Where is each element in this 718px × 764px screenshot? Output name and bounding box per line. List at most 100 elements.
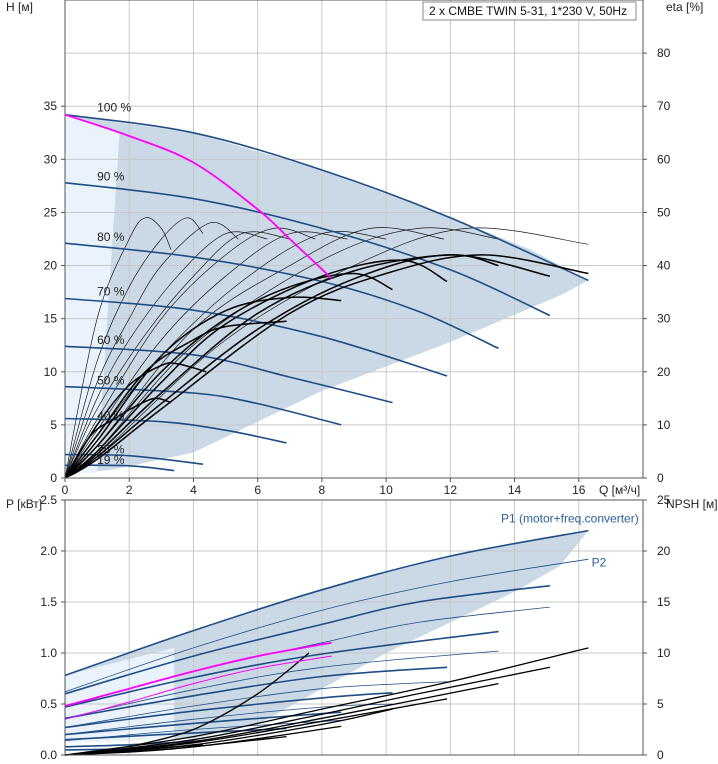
efficiency-curve-thin [64,222,239,479]
npsh-tick-label: 25 [657,493,671,507]
speed-label: 19 % [97,453,125,467]
head-axis-ticks: 0 5 10 15 20 25 30 35 [44,99,65,485]
p1-curve [64,666,448,720]
head-grid [65,0,644,478]
power-tick-label: 0.0 [40,748,57,762]
efficiency-curve-thin [64,227,316,479]
speed-label: 80 % [97,230,125,244]
head-tick-label: 30 [44,152,58,166]
flow-tick-label: 0 [62,483,69,497]
flow-tick-label: 10 [379,483,393,497]
head-curve [64,242,499,350]
speed-label: 100 % [97,101,131,115]
efficiency-curve-thin [64,217,204,479]
power-axis-ticks: 0.0 0.5 1.0 1.5 2.0 2.5 [40,493,65,762]
power-operating-envelope [65,530,589,743]
speed-label: 40 % [97,409,125,423]
flow-tick-label: 8 [319,483,326,497]
head-curve [64,113,589,282]
npsh-curves [64,647,589,756]
npsh-tick-label: 10 [657,646,671,660]
power-tick-label: 2.0 [40,544,57,558]
head-efficiency-panel: 100 % 90 % 80 % 70 % 60 % 50 % 40 % 25 %19 % 0 2… [6,0,703,497]
p2-curve [64,558,589,693]
head-curve [64,181,551,317]
flow-axis-label: Q [м³/ч] [599,483,640,497]
efficiency-tick-label: 20 [657,365,671,379]
p1-annotation: P1 (motor+freq.converter) [501,511,639,525]
power-axis-label: P [кВт] [6,497,42,511]
efficiency-tick-label: 40 [657,259,671,273]
efficiency-tick-label: 50 [657,205,671,219]
npsh-tick-label: 5 [657,697,664,711]
efficiency-curve [64,272,393,479]
p1-curve [64,630,499,708]
chart-title: 2 x CMBE TWIN 5-31, 1*230 V, 50Hz [429,4,627,18]
head-curve [64,297,448,377]
flow-tick-label: 2 [126,483,133,497]
efficiency-thick-curves [64,254,589,479]
efficiency-axis-ticks: 0 10 20 30 40 50 60 70 80 [643,46,671,485]
p2-curve [64,703,393,735]
p1-curve [64,584,550,695]
power-npsh-panel: 0.0 0.5 1.0 1.5 2.0 2.5 0 5 10 15 20 25 P [кВт] NP… [6,493,718,762]
p1-curves [64,529,589,751]
system-curve [64,113,333,279]
power-tick-label: 0.5 [40,697,57,711]
speed-label: 60 % [97,333,125,347]
efficiency-curve-thin [64,231,268,479]
flow-tick-label: 6 [254,483,261,497]
npsh-tick-label: 15 [657,595,671,609]
head-axis-label: H [м] [6,0,33,14]
power-tick-label: 1.5 [40,595,57,609]
power-tick-label: 1.0 [40,646,57,660]
speed-label: 70 % [97,284,125,298]
head-tick-label: 35 [44,99,58,113]
head-curve [64,345,393,404]
head-curve [64,385,342,426]
efficiency-tick-label: 0 [657,471,664,485]
p1-curve [64,692,393,729]
npsh-curve [64,647,589,756]
speed-label: 25 % [97,443,125,457]
p2-curve [64,681,448,728]
flow-tick-label: 4 [190,483,197,497]
speed-label: 50 % [97,374,125,388]
p1-curve [64,739,204,748]
efficiency-curve-thin [64,231,290,479]
system-power-curve [64,641,332,707]
npsh-tick-label: 20 [657,544,671,558]
head-tick-label: 10 [44,365,58,379]
speed-percent-labels: 100 % 90 % 80 % 70 % 60 % 50 % 40 % 25 %19 % [97,101,131,468]
p2-curve [64,650,499,719]
efficiency-axis-label: eta [%] [666,0,703,14]
head-curve [64,417,287,444]
flow-tick-label: 14 [508,483,522,497]
head-speed-curves [64,113,589,472]
p2-annotation: P2 [592,555,607,569]
flow-axis-ticks: 0 2 4 6 8 10 12 14 16 [62,478,586,497]
title-box [422,1,637,21]
efficiency-curve [64,296,342,479]
system-power-curve [64,655,332,720]
power-low-speed-region [65,647,175,743]
efficiency-tick-label: 10 [657,418,671,432]
head-tick-label: 15 [44,312,58,326]
efficiency-curve [64,254,551,479]
head-tick-label: 20 [44,259,58,273]
npsh-tick-label: 0 [657,748,664,762]
efficiency-tick-label: 70 [657,99,671,113]
head-low-speed-region [65,114,120,474]
head-tick-label: 25 [44,205,58,219]
efficiency-curve [64,254,589,479]
head-tick-label: 0 [50,471,57,485]
efficiency-curve [64,320,287,479]
efficiency-tick-label: 30 [657,312,671,326]
efficiency-tick-label: 60 [657,152,671,166]
efficiency-curve-thin [64,217,172,479]
efficiency-tick-label: 80 [657,46,671,60]
head-tick-label: 5 [50,418,57,432]
npsh-curve [64,666,551,756]
